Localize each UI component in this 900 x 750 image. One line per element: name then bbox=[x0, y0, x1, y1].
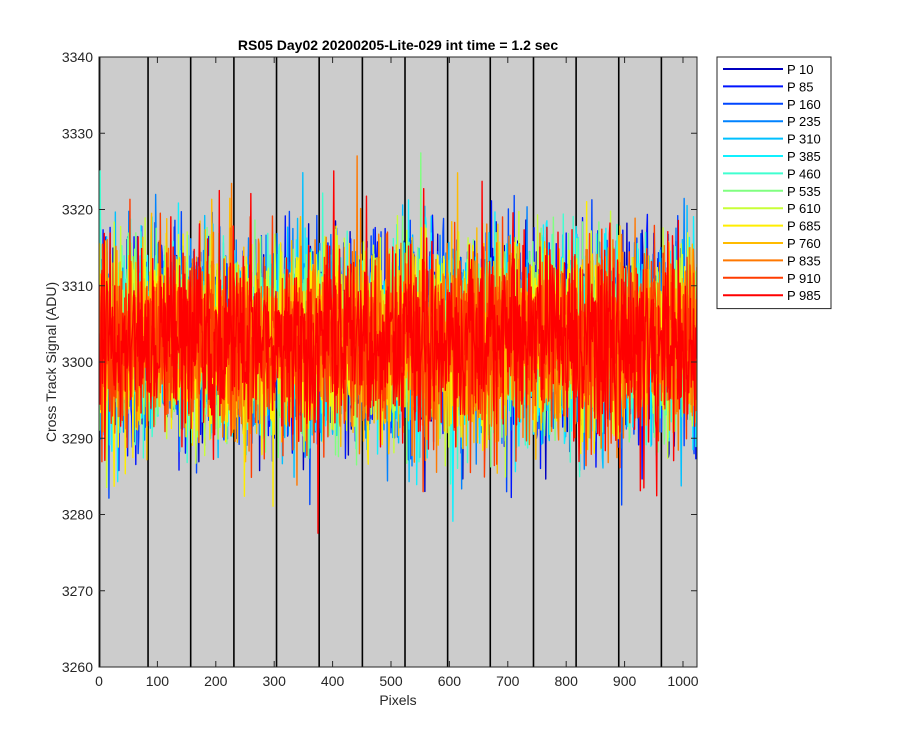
legend-label: P 235 bbox=[787, 114, 821, 129]
legend-label: P 160 bbox=[787, 97, 821, 112]
x-tick-label: 400 bbox=[321, 673, 345, 689]
y-tick-label: 3340 bbox=[62, 49, 93, 65]
legend-label: P 760 bbox=[787, 236, 821, 251]
x-axis: 0 100 200 300 400 500 600 700 800 900 1000 bbox=[95, 57, 699, 689]
x-tick-label: 700 bbox=[496, 673, 520, 689]
x-tick-label: 600 bbox=[438, 673, 462, 689]
y-tick-label: 3320 bbox=[62, 202, 93, 218]
x-tick-label: 300 bbox=[263, 673, 287, 689]
legend-item: P 685 bbox=[723, 219, 821, 234]
legend-item: P 910 bbox=[723, 271, 821, 286]
legend-label: P 310 bbox=[787, 132, 821, 147]
y-tick-label: 3290 bbox=[62, 430, 93, 446]
x-tick-label: 900 bbox=[613, 673, 637, 689]
y-tick-label: 3300 bbox=[62, 354, 93, 370]
y-tick-label: 3310 bbox=[62, 278, 93, 294]
legend-item: P 10 bbox=[723, 62, 814, 77]
legend-label: P 460 bbox=[787, 166, 821, 181]
chart-title: RS05 Day02 20200205-Lite-029 int time = … bbox=[238, 37, 558, 53]
legend-item: P 310 bbox=[723, 132, 821, 147]
x-tick-label: 500 bbox=[379, 673, 403, 689]
legend-label: P 610 bbox=[787, 201, 821, 216]
x-tick-label: 200 bbox=[204, 673, 228, 689]
x-tick-label: 800 bbox=[555, 673, 579, 689]
legend-item: P 160 bbox=[723, 97, 821, 112]
legend-item: P 460 bbox=[723, 166, 821, 181]
legend-label: P 10 bbox=[787, 62, 814, 77]
y-axis: 3260 3270 3280 3290 3300 3310 3320 3330 3340 bbox=[62, 49, 697, 675]
legend-item: P 760 bbox=[723, 236, 821, 251]
x-tick-label: 1000 bbox=[667, 673, 698, 689]
legend-item: P 610 bbox=[723, 201, 821, 216]
y-axis-label: Cross Track Signal (ADU) bbox=[43, 282, 59, 442]
legend-label: P 985 bbox=[787, 288, 821, 303]
legend: P 10 P 85 P 160 P 235 P 310 P 385 P 460 P 535 P … bbox=[716, 56, 832, 310]
legend-item: P 985 bbox=[723, 288, 821, 303]
legend-item: P 385 bbox=[723, 149, 821, 164]
legend-label: P 535 bbox=[787, 184, 821, 199]
legend-label: P 85 bbox=[787, 79, 814, 94]
legend-label: P 835 bbox=[787, 253, 821, 268]
y-tick-label: 3260 bbox=[62, 659, 93, 675]
legend-label: P 685 bbox=[787, 219, 821, 234]
legend-item: P 85 bbox=[723, 79, 814, 94]
x-tick-label: 0 bbox=[95, 673, 103, 689]
plot-area bbox=[98, 56, 698, 668]
legend-box bbox=[716, 56, 832, 310]
x-axis-label: Pixels bbox=[379, 692, 416, 708]
x-tick-label: 100 bbox=[146, 673, 170, 689]
legend-item: P 835 bbox=[723, 253, 821, 268]
legend-label: P 910 bbox=[787, 271, 821, 286]
y-tick-label: 3270 bbox=[62, 583, 93, 599]
series-lines bbox=[99, 152, 697, 534]
series-line-p985 bbox=[99, 170, 697, 534]
legend-label: P 385 bbox=[787, 149, 821, 164]
legend-item: P 535 bbox=[723, 184, 821, 199]
y-tick-label: 3280 bbox=[62, 507, 93, 523]
y-tick-label: 3330 bbox=[62, 125, 93, 141]
legend-item: P 235 bbox=[723, 114, 821, 129]
